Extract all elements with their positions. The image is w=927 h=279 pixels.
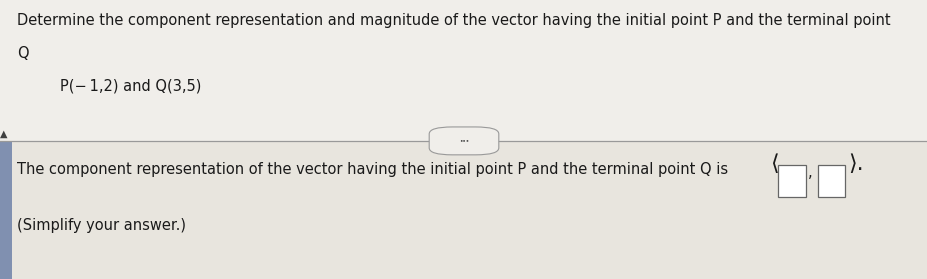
Bar <box>0 141 12 279</box>
Bar <box>0 141 927 279</box>
Text: The component representation of the vector having the initial point P and the te: The component representation of the vect… <box>17 162 727 177</box>
Bar <box>0 0 927 141</box>
Text: ▲: ▲ <box>0 129 7 139</box>
Text: ⋅⋅⋅: ⋅⋅⋅ <box>459 136 468 145</box>
Bar <box>817 165 844 197</box>
Text: Determine the component representation and magnitude of the vector having the in: Determine the component representation a… <box>17 13 889 28</box>
FancyBboxPatch shape <box>429 127 499 155</box>
Text: ⟨: ⟨ <box>769 154 778 174</box>
Text: (Simplify your answer.): (Simplify your answer.) <box>17 218 185 233</box>
Bar <box>777 165 805 197</box>
Text: ⟩.: ⟩. <box>847 154 863 174</box>
Text: Q: Q <box>17 46 29 61</box>
Text: P(− 1,2) and Q(3,5): P(− 1,2) and Q(3,5) <box>60 78 201 93</box>
Text: ,: , <box>807 165 812 180</box>
